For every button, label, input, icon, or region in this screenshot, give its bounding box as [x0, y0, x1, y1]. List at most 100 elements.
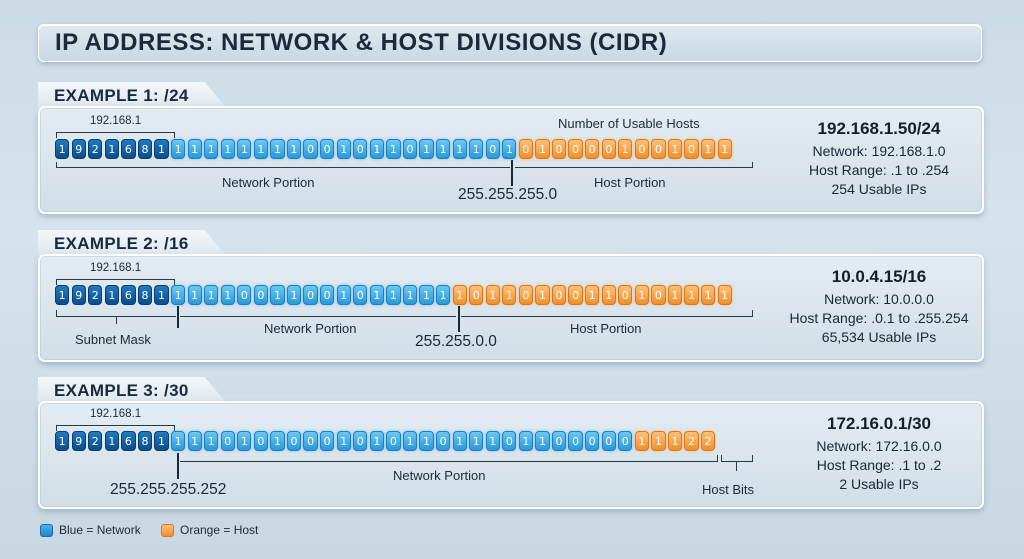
network-bit: 0 [618, 431, 633, 451]
example-1-prefix-label: 192.168.1 [90, 115, 142, 127]
example-3-network: Network: 172.16.0.0 [816, 438, 942, 454]
network-bit: 1 [502, 139, 517, 159]
example-1-range: Host Range: .1 to .254 [808, 162, 950, 178]
network-bit: 1 [402, 285, 418, 305]
network-bit: 1 [204, 139, 219, 159]
example-2-divider [458, 306, 460, 332]
legend-network-label: Blue = Network [59, 523, 141, 537]
example-3-address: 172.16.0.1/30 [827, 414, 931, 433]
prefix-bit: 9 [71, 431, 86, 451]
network-bit: 1 [170, 431, 186, 451]
network-bit: 0 [353, 431, 368, 451]
network-bit: 1 [170, 139, 186, 159]
host-bit: 0 [551, 285, 567, 305]
network-bit: 1 [336, 285, 351, 305]
example-3-prefix-bracket [56, 425, 175, 427]
network-bit: 0 [502, 431, 517, 451]
network-bit: 0 [303, 431, 318, 451]
prefix-bit: 1 [55, 139, 70, 159]
example-2-host-bracket [461, 316, 753, 318]
example-3-mask: 255.255.255.252 [110, 481, 227, 498]
example-1-prefix-bracket [56, 132, 175, 134]
network-bit: 1 [220, 285, 235, 305]
host-bit: 0 [469, 285, 484, 305]
host-bit: 0 [568, 285, 583, 305]
network-swatch-icon [40, 523, 53, 537]
example-1-host-bracket [515, 167, 753, 169]
host-bit: 2 [684, 431, 699, 451]
network-bit: 1 [518, 431, 534, 451]
host-bit: 1 [502, 285, 517, 305]
example-3-network-label: Network Portion [393, 468, 486, 483]
example-1-mask: 255.255.255.0 [458, 186, 558, 203]
example-1-network-bracket [56, 167, 510, 169]
network-bit: 1 [469, 139, 484, 159]
example-2-tab: EXAMPLE 2: /16 [38, 230, 227, 256]
example-2-info: 10.0.4.15/16 Network: 10.0.0.0 Host Rang… [772, 267, 986, 347]
example-3-hostbits-bracket-left [721, 455, 723, 462]
prefix-bit: 1 [154, 139, 169, 159]
example-2-prefix-bracket-left [56, 279, 58, 285]
network-bit: 0 [601, 431, 616, 451]
example-2-host-bracket-right [752, 310, 754, 317]
example-1-network: Network: 192.168.1.0 [812, 143, 946, 159]
host-bit: 0 [684, 139, 699, 159]
prefix-bit: 2 [88, 285, 103, 305]
legend-network: Blue = Network [40, 523, 141, 537]
example-2-network: Network: 10.0.0.0 [824, 291, 934, 307]
example-3-hostbits-label: Host Bits [702, 482, 755, 497]
example-1-prefix-bracket-right [174, 132, 176, 138]
network-bit: 1 [237, 431, 252, 451]
network-bit: 1 [220, 139, 235, 159]
network-bit: 0 [303, 139, 318, 159]
network-bit: 1 [369, 431, 384, 451]
example-3-panel [38, 401, 984, 509]
host-bit: 1 [667, 431, 683, 451]
host-bit: 1 [485, 285, 500, 305]
example-1-info: 192.168.1.50/24 Network: 192.168.1.0 Hos… [772, 119, 986, 199]
network-bit: 1 [419, 431, 434, 451]
example-2-prefix-label: 192.168.1 [90, 262, 142, 274]
example-1-usable-hosts-label: Number of Usable Hosts [558, 116, 700, 131]
network-bit: 1 [452, 139, 467, 159]
host-bit: 1 [618, 139, 633, 159]
prefix-bit: 1 [154, 431, 169, 451]
host-bit: 1 [700, 285, 716, 305]
host-swatch-icon [161, 523, 174, 537]
network-bit: 0 [353, 139, 368, 159]
legend-host: Orange = Host [161, 523, 258, 537]
network-bit: 0 [402, 139, 418, 159]
network-bit: 1 [270, 431, 285, 451]
prefix-bit: 9 [71, 139, 86, 159]
example-3-hostbits-tick [736, 461, 738, 471]
network-bit: 1 [187, 139, 202, 159]
network-bit: 0 [353, 285, 368, 305]
prefix-bit: 8 [137, 431, 153, 451]
network-bit: 1 [270, 139, 285, 159]
network-bit: 1 [204, 285, 219, 305]
network-bit: 1 [386, 139, 401, 159]
network-bit: 0 [320, 139, 335, 159]
example-3-prefix-label: 192.168.1 [90, 408, 142, 420]
example-3-hostbits-bracket-right [752, 455, 754, 462]
network-bit: 0 [320, 431, 335, 451]
network-bit: 1 [452, 431, 467, 451]
host-bit: 1 [651, 431, 666, 451]
network-bit: 1 [369, 139, 384, 159]
prefix-bit: 8 [137, 285, 153, 305]
example-3-divider [177, 453, 179, 479]
host-bit: 0 [585, 139, 600, 159]
network-bit: 1 [469, 431, 484, 451]
example-1-address: 192.168.1.50/24 [817, 119, 941, 138]
host-bit: 0 [618, 285, 633, 305]
network-bit: 0 [286, 431, 302, 451]
network-bit: 1 [187, 285, 202, 305]
network-bit: 1 [435, 139, 451, 159]
network-bit: 0 [253, 285, 269, 305]
example-2-address: 10.0.4.15/16 [831, 267, 927, 286]
example-2-subnet-bracket-left [56, 310, 58, 317]
network-bit: 1 [204, 431, 219, 451]
host-bit: 1 [452, 285, 467, 305]
example-2-subnet-tick [116, 316, 118, 324]
host-bit: 1 [601, 285, 616, 305]
